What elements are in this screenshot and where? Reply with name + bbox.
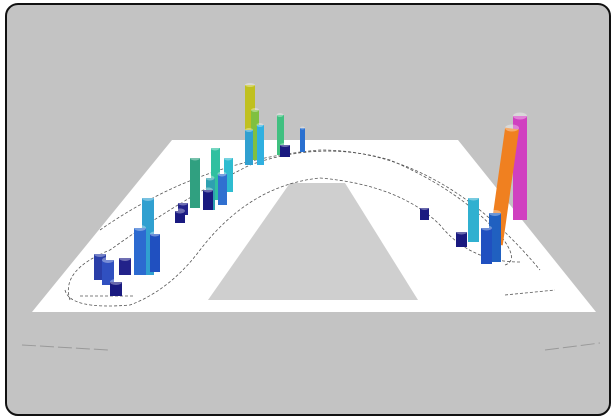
bar: [178, 200, 188, 215]
bar: [203, 187, 213, 210]
bars: [94, 83, 527, 296]
bar: [190, 155, 200, 208]
bar: [150, 231, 160, 272]
bar: [110, 279, 122, 296]
bar: [175, 208, 185, 223]
bar: [481, 225, 492, 264]
bar: [456, 229, 467, 247]
floor-cutout: [208, 183, 418, 300]
bar: [468, 195, 479, 242]
bar: [276, 113, 284, 155]
bar: [119, 255, 131, 275]
shadow-line: [544, 342, 601, 351]
bar: [256, 123, 264, 165]
shadow-line: [21, 344, 109, 351]
bar: [217, 171, 227, 205]
bar: [134, 225, 146, 275]
bar: [210, 145, 220, 200]
bar: [280, 143, 290, 157]
bar: [420, 206, 429, 220]
arch-outline: [504, 289, 556, 296]
bar: [223, 155, 233, 192]
arch-outline: [64, 177, 521, 307]
bar: [245, 83, 255, 150]
bar: [300, 126, 305, 152]
arch-outline: [99, 149, 541, 271]
bar: [245, 128, 253, 165]
bar: [102, 257, 114, 285]
bar: [251, 108, 259, 160]
